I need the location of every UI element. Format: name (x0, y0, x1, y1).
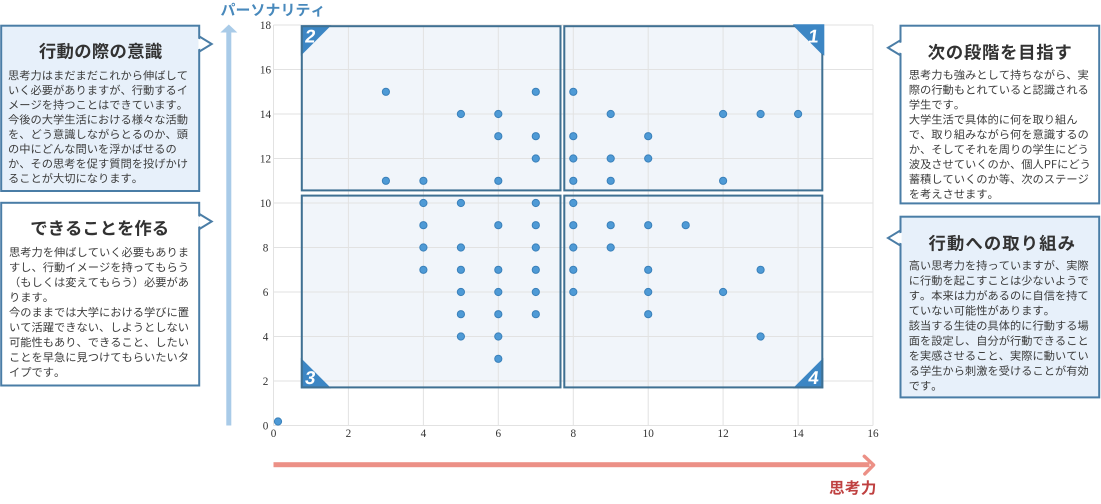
svg-text:12: 12 (718, 428, 729, 440)
svg-text:4: 4 (807, 367, 821, 388)
svg-text:6: 6 (496, 428, 502, 440)
svg-text:16: 16 (867, 428, 879, 440)
svg-text:2: 2 (263, 376, 269, 388)
svg-text:14: 14 (260, 109, 272, 121)
svg-text:8: 8 (263, 243, 269, 255)
svg-text:2: 2 (304, 25, 317, 46)
svg-text:10: 10 (260, 198, 272, 210)
svg-text:4: 4 (263, 332, 269, 344)
svg-text:16: 16 (260, 65, 272, 77)
svg-text:18: 18 (260, 20, 272, 32)
svg-text:12: 12 (260, 154, 271, 166)
svg-text:3: 3 (304, 367, 317, 388)
svg-text:0: 0 (263, 421, 269, 433)
svg-text:0: 0 (271, 428, 277, 440)
svg-text:14: 14 (793, 428, 805, 440)
svg-text:10: 10 (643, 428, 655, 440)
svg-text:8: 8 (571, 428, 577, 440)
svg-text:2: 2 (346, 428, 352, 440)
svg-text:4: 4 (421, 428, 427, 440)
svg-text:1: 1 (807, 25, 820, 46)
svg-text:6: 6 (263, 287, 269, 299)
